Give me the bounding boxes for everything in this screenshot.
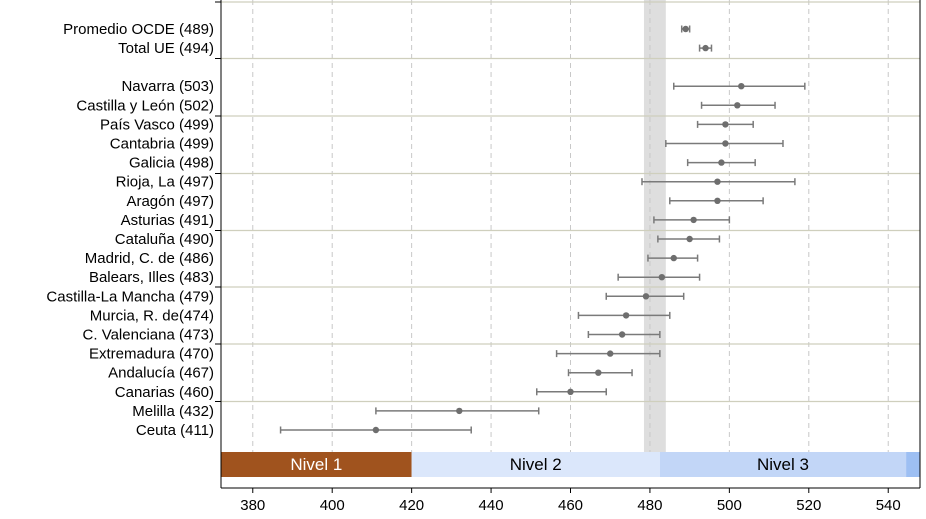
level-segment bbox=[411, 452, 660, 477]
row-label: Murcia, R. de(474) bbox=[90, 307, 214, 324]
point-layer bbox=[372, 25, 745, 434]
level-label: Nivel 1 bbox=[290, 455, 342, 474]
row-label: Total UE (494) bbox=[118, 40, 214, 57]
row-label: Castilla-La Mancha (479) bbox=[46, 288, 214, 305]
level-segment bbox=[221, 452, 412, 477]
x-axis: 380 400 420 440 460 480 500 520 540 bbox=[215, 0, 921, 514]
x-tick-label: 520 bbox=[796, 497, 821, 514]
level-strip: Nivel 1 Nivel 2 Nivel 3 bbox=[221, 452, 920, 477]
data-point bbox=[618, 331, 626, 338]
level-label: Nivel 2 bbox=[510, 455, 562, 474]
error-bar-layer bbox=[279, 25, 806, 434]
row-label: Cataluña (490) bbox=[115, 231, 214, 248]
data-point bbox=[567, 388, 574, 395]
data-point bbox=[714, 197, 721, 204]
row-label: Asturias (491) bbox=[121, 212, 214, 229]
x-tick-label: 400 bbox=[320, 497, 345, 514]
data-point bbox=[690, 216, 697, 224]
level-segment bbox=[659, 452, 907, 477]
row-label: Navarra (503) bbox=[121, 78, 214, 95]
grid-layer bbox=[252, 0, 889, 452]
data-point bbox=[718, 159, 725, 166]
row-label: Galicia (498) bbox=[129, 155, 214, 172]
row-label: Balears, Illes (483) bbox=[89, 269, 214, 286]
x-tick-label: 380 bbox=[240, 497, 265, 514]
row-label-layer: Promedio OCDE (489) Total UE (494) Navarra… bbox=[46, 21, 214, 439]
x-tick-label: 480 bbox=[637, 497, 662, 514]
row-label: C. Valenciana (473) bbox=[83, 327, 214, 344]
data-point bbox=[738, 83, 745, 90]
data-point bbox=[456, 407, 463, 415]
level-label: Nivel 3 bbox=[757, 455, 809, 474]
data-point bbox=[682, 25, 689, 33]
row-label: Ceuta (411) bbox=[136, 422, 214, 439]
row-label: Aragón (497) bbox=[126, 193, 214, 210]
row-label: País Vasco (499) bbox=[100, 116, 214, 133]
x-tick-label: 500 bbox=[717, 497, 742, 514]
row-label: Castilla y León (502) bbox=[76, 97, 214, 114]
reference-band-layer bbox=[643, 0, 666, 452]
row-label: Andalucía (467) bbox=[108, 365, 214, 382]
level-segment bbox=[906, 452, 920, 477]
x-tick-label: 460 bbox=[558, 497, 583, 514]
data-point bbox=[734, 102, 741, 109]
x-tick-label: 420 bbox=[399, 497, 424, 514]
data-point bbox=[595, 369, 602, 376]
row-label: Rioja, La (497) bbox=[116, 174, 214, 191]
data-point bbox=[722, 121, 729, 128]
row-label: Melilla (432) bbox=[132, 403, 214, 420]
data-point bbox=[702, 44, 709, 52]
x-tick-label: 540 bbox=[876, 497, 901, 514]
data-point bbox=[607, 350, 614, 357]
data-point bbox=[658, 274, 666, 281]
data-point bbox=[714, 178, 721, 185]
data-point bbox=[372, 426, 380, 434]
row-label: Canarias (460) bbox=[115, 384, 214, 401]
separator-layer bbox=[221, 1, 920, 403]
row-label: Extremadura (470) bbox=[89, 346, 214, 363]
data-point bbox=[686, 235, 693, 243]
data-point bbox=[722, 140, 729, 147]
data-point bbox=[642, 293, 650, 300]
reference-band bbox=[643, 0, 666, 452]
row-label: Madrid, C. de (486) bbox=[85, 250, 214, 267]
data-point bbox=[670, 254, 677, 262]
x-tick-label: 440 bbox=[479, 497, 504, 514]
row-label: Cantabria (499) bbox=[110, 136, 214, 153]
data-point bbox=[622, 312, 630, 319]
row-label: Promedio OCDE (489) bbox=[63, 21, 214, 38]
